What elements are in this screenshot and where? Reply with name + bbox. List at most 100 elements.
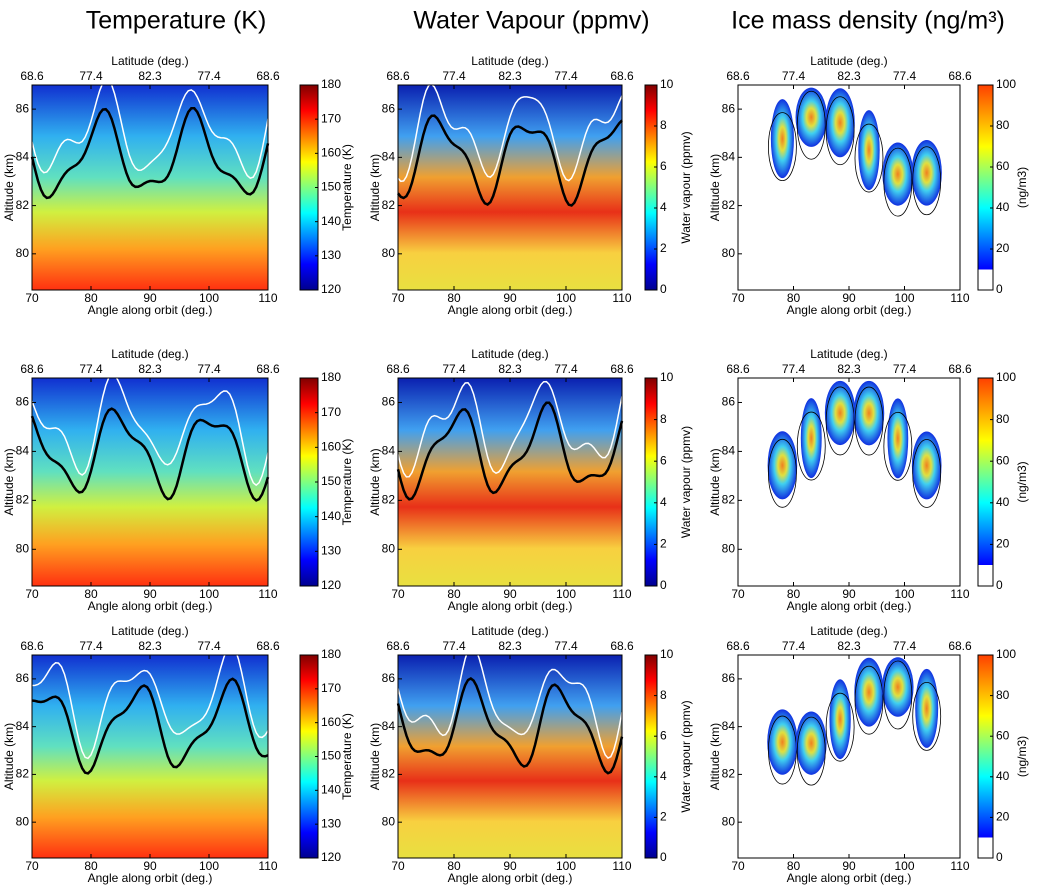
colorbar-tick-label: 160 [321,715,341,729]
y-axis-label: Altitude (km) [2,154,16,221]
ice-contour [854,665,884,735]
y-tick-label: 80 [722,814,736,828]
colorbar [977,377,994,587]
colorbar-tick-label: 10 [660,647,674,661]
y-tick-label: 82 [722,767,736,781]
y-tick-label: 86 [382,395,396,409]
colorbar-tick-label: 100 [996,77,1016,91]
colorbar-label: (ng/m3) [1015,167,1029,208]
x-tick-label: 110 [258,587,277,601]
contour-field [398,655,622,858]
colorbar-tick-label: 80 [996,118,1010,132]
y-tick-label: 80 [382,541,396,555]
x2-axis-label: Latitude (deg.) [810,347,887,361]
colorbar-tick-label: 10 [660,370,674,384]
y-tick-label: 80 [382,814,396,828]
colorbar-tick-label: 10 [660,77,674,91]
x-tick-label: 90 [842,859,856,873]
ice-blob [824,380,856,446]
x-tick-label: 90 [143,859,157,873]
colorbar-tick-label: 6 [660,453,667,467]
x2-tick-label: 68.6 [948,362,972,376]
x-axis-label: Angle along orbit (deg.) [88,871,213,885]
ice-contour [854,123,884,193]
x-tick-label: 90 [842,291,856,305]
ice-contour [825,96,855,166]
colorbar [977,84,994,291]
colorbar-tick-label: 20 [996,537,1010,551]
y-tick-label: 86 [722,671,736,685]
black-contour [30,107,270,200]
contour-lines [768,87,942,217]
y-tick-label: 80 [16,814,30,828]
x-tick-label: 80 [84,859,98,873]
colorbar-tick-label: 60 [996,453,1010,467]
contour-field [398,378,622,586]
colorbar-tick-label: 100 [996,647,1016,661]
white-contour [31,645,269,760]
ice-contour [912,146,942,216]
ice-blob [795,711,827,775]
x-tick-label: 70 [391,291,405,305]
colorbar-tick-label: 120 [321,578,341,592]
x-tick-label: 80 [447,587,461,601]
x-tick-label: 100 [199,859,219,873]
x2-tick-label: 82.3 [837,362,861,376]
ice-contour [796,90,826,160]
colorbar-tick-label: 2 [660,537,667,551]
x-tick-label: 90 [503,291,517,305]
x2-tick-label: 77.4 [79,362,103,376]
x-axis-label: Angle along orbit (deg.) [88,303,213,317]
y-axis-label: Altitude (km) [708,723,722,790]
ice-blob [882,142,914,206]
x2-tick-label: 77.4 [893,362,917,376]
colorbar [644,654,658,859]
x-tick-label: 90 [503,587,517,601]
y-tick-label: 86 [382,671,396,685]
x-axis-label: Angle along orbit (deg.) [787,303,912,317]
contour-lines [30,373,270,502]
colorbar-tick-label: 80 [996,412,1010,426]
x2-tick-label: 68.6 [948,69,972,83]
contour-lines [396,380,624,501]
ice-blob [829,679,851,760]
colorbar-tick-label: 6 [660,159,667,173]
x-axis-label: Angle along orbit (deg.) [88,599,213,613]
x-tick-label: 70 [25,859,39,873]
colorbar-label: Temperature (K) [340,439,354,526]
black-contour [31,677,269,775]
y-tick-label: 82 [722,198,736,212]
x-tick-label: 100 [556,859,576,873]
x-tick-label: 110 [612,291,631,305]
colorbar-tick-label: 20 [996,810,1010,824]
x2-tick-label: 68.6 [256,69,280,83]
ice-blob [800,398,822,479]
x2-tick-label: 68.6 [386,69,410,83]
colorbar-tick-label: 0 [660,850,667,864]
contour-field [32,655,268,858]
y-tick-label: 84 [16,719,30,733]
y-tick-label: 82 [382,767,396,781]
y-axis-label: Altitude (km) [708,154,722,221]
colorbar-label: Water vapour (ppmv) [679,131,693,243]
x2-tick-label: 77.4 [893,639,917,653]
x-tick-label: 100 [199,291,219,305]
x2-tick-label: 77.4 [782,69,806,83]
colorbar-label: Temperature (K) [340,144,354,231]
colorbar-tick-label: 140 [321,783,341,797]
colorbar-label: Water vapour (ppmv) [679,700,693,812]
y-tick-label: 86 [722,101,736,115]
y-tick-label: 82 [16,198,30,212]
colorbar-tick-label: 80 [996,688,1010,702]
colorbar-tick-label: 8 [660,412,667,426]
y-tick-label: 84 [382,444,396,458]
y-tick-label: 80 [16,541,30,555]
x2-axis-label: Latitude (deg.) [471,624,548,638]
x-tick-label: 80 [787,859,801,873]
x2-axis-label: Latitude (deg.) [471,54,548,68]
x2-tick-label: 77.4 [554,69,578,83]
y-axis-label: Altitude (km) [368,723,382,790]
ice-blob [882,657,914,717]
x-tick-label: 110 [612,859,631,873]
